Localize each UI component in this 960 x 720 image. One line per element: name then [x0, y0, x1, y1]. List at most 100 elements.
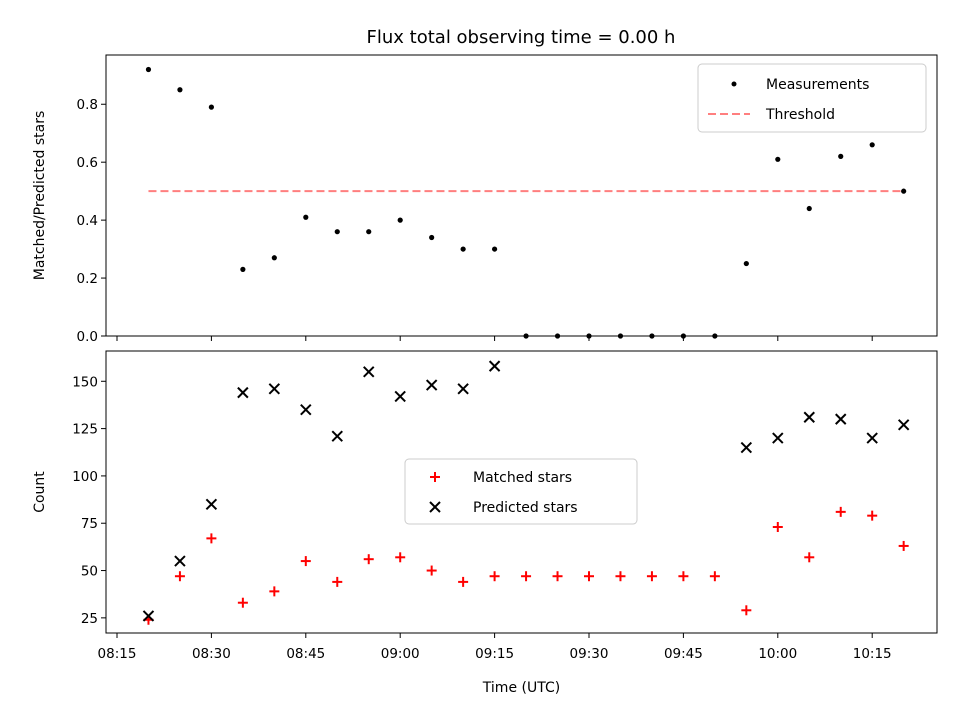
- predicted-point-20: [772, 432, 784, 444]
- predicted-point-b-21: [803, 411, 815, 423]
- predicted-point-7: [363, 366, 375, 378]
- measurement-point-10: [460, 246, 466, 252]
- y-tick-label-1-5: 150: [72, 374, 98, 390]
- matched-point-15: [615, 571, 626, 582]
- y-tick-label-0-2: 0.4: [77, 213, 98, 229]
- predicted-point-6: [331, 430, 343, 442]
- matched-point-19: [741, 605, 752, 616]
- top-y-ticks: 0.0 0.2 0.4 0.6 0.8: [77, 97, 106, 345]
- predicted-point-4: [268, 383, 281, 395]
- predicted-point-b-11: [488, 360, 501, 372]
- top-panel: 0.00.20.40.60.8 Matched/Predicted stars …: [32, 54, 938, 345]
- x-tick-label-4: 09:15: [475, 646, 514, 662]
- predicted-point-5: [300, 403, 312, 416]
- predicted-point-3: [237, 386, 249, 399]
- y-tick-label-1-1: 50: [81, 564, 98, 580]
- y-tick-label-1-4: 125: [72, 422, 98, 438]
- legend-predicted-label: Predicted stars: [473, 500, 578, 516]
- measurement-point-23: [869, 142, 875, 148]
- top-y-axis-label: Matched/Predicted stars: [32, 111, 48, 281]
- predicted-point-b-19: [740, 441, 753, 454]
- legend-matched-marker: [430, 472, 440, 482]
- measurement-point-7: [366, 229, 372, 235]
- y-tick-label-1-3: 100: [72, 469, 98, 485]
- legend-matched-label: Matched stars: [473, 470, 572, 486]
- matched-point-17: [678, 571, 689, 582]
- predicted-point-b-10: [457, 383, 469, 395]
- predicted-point-9: [425, 379, 438, 391]
- predicted-point-21: [803, 411, 815, 423]
- bottom-y-ticks: 25 50 75 100 125 150: [72, 374, 106, 627]
- y-tick-label-0-1: 0.2: [77, 271, 98, 287]
- matched-point-5: [300, 556, 311, 567]
- matched-point-23: [867, 510, 878, 521]
- measurement-point-21: [806, 205, 812, 212]
- top-legend: Measurements Threshold: [697, 63, 927, 133]
- predicted-point-b-2: [205, 498, 218, 511]
- measurement-point-1: [177, 87, 183, 93]
- predicted-point-b-5: [300, 403, 312, 416]
- matched-point-11: [489, 571, 500, 582]
- measurement-point-4: [271, 255, 277, 261]
- y-tick-label-0-0: 0.0: [77, 329, 98, 345]
- predicted-point-24: [897, 419, 910, 431]
- predicted-point-b-22: [835, 413, 847, 425]
- matched-point-21: [804, 552, 815, 563]
- measurement-point-5: [303, 214, 309, 220]
- predicted-point-b-1: [174, 555, 186, 567]
- x-tick-label-1: 08:30: [192, 646, 231, 662]
- matched-point-4: [269, 586, 280, 597]
- legend-threshold-label: Threshold: [765, 107, 835, 123]
- predicted-point-11: [488, 360, 501, 372]
- bottom-plot-marks: [142, 360, 910, 625]
- matched-point-16: [646, 571, 657, 582]
- y-tick-label-1-0: 25: [81, 611, 98, 627]
- predicted-point-10: [457, 383, 469, 395]
- measurement-point-2: [208, 104, 214, 110]
- measurement-point-9: [429, 234, 435, 241]
- x-tick-label-7: 10:00: [758, 646, 797, 662]
- predicted-point-b-20: [772, 432, 784, 444]
- matched-point-18: [709, 571, 720, 582]
- legend-measurements-label: Measurements: [766, 77, 869, 93]
- measurement-point-6: [334, 229, 340, 235]
- measurement-point-20: [775, 156, 781, 162]
- legend-predicted-marker: [429, 501, 441, 513]
- matched-point-7: [363, 554, 374, 565]
- predicted-point-23: [866, 432, 878, 444]
- matched-point-20: [772, 522, 783, 533]
- measurement-point-22: [838, 153, 844, 159]
- y-tick-label-0-4: 0.8: [77, 97, 98, 113]
- x-tick-label-2: 08:45: [286, 646, 325, 662]
- bottom-panel: 25 50 75 100 125 150 08:15 08:30 08:45 09:00 09:1…: [32, 350, 938, 696]
- x-tick-label-5: 09:30: [570, 646, 609, 662]
- matched-point-13: [552, 571, 563, 582]
- x-tick-label-0: 08:15: [98, 646, 137, 662]
- y-tick-label-1-2: 75: [81, 516, 98, 532]
- matched-point-24: [898, 540, 909, 551]
- matched-point-3: [237, 597, 248, 608]
- predicted-point-b-3: [237, 386, 249, 399]
- predicted-point-b-24: [897, 419, 910, 431]
- chart-title: Flux total observing time = 0.00 h: [367, 27, 676, 48]
- measurement-point-3: [240, 266, 246, 272]
- bottom-legend-box: [404, 458, 638, 525]
- predicted-point-8: [394, 390, 406, 403]
- bottom-y-axis-label: Count: [32, 471, 48, 513]
- matched-point-12: [521, 571, 532, 582]
- measurement-point-19: [743, 260, 749, 267]
- y-tick-label-0-3: 0.6: [77, 155, 98, 171]
- bottom-x-ticks: 08:15 08:30 08:45 09:00 09:15 09:30 09:45 10:00…: [98, 633, 892, 662]
- measurement-point-11: [491, 246, 498, 252]
- matched-point-9: [426, 565, 437, 576]
- measurement-point-24: [901, 188, 907, 194]
- matched-point-8: [395, 552, 406, 563]
- bottom-legend: Matched stars Predicted stars: [404, 458, 638, 525]
- measurement-point-8: [397, 217, 403, 223]
- top-axes-frame: [105, 54, 938, 337]
- x-axis-label: Time (UTC): [482, 680, 560, 696]
- predicted-point-2: [205, 498, 218, 511]
- x-tick-label-8: 10:15: [853, 646, 892, 662]
- legend-measurements-marker: [731, 81, 737, 87]
- x-tick-label-6: 09:45: [664, 646, 703, 662]
